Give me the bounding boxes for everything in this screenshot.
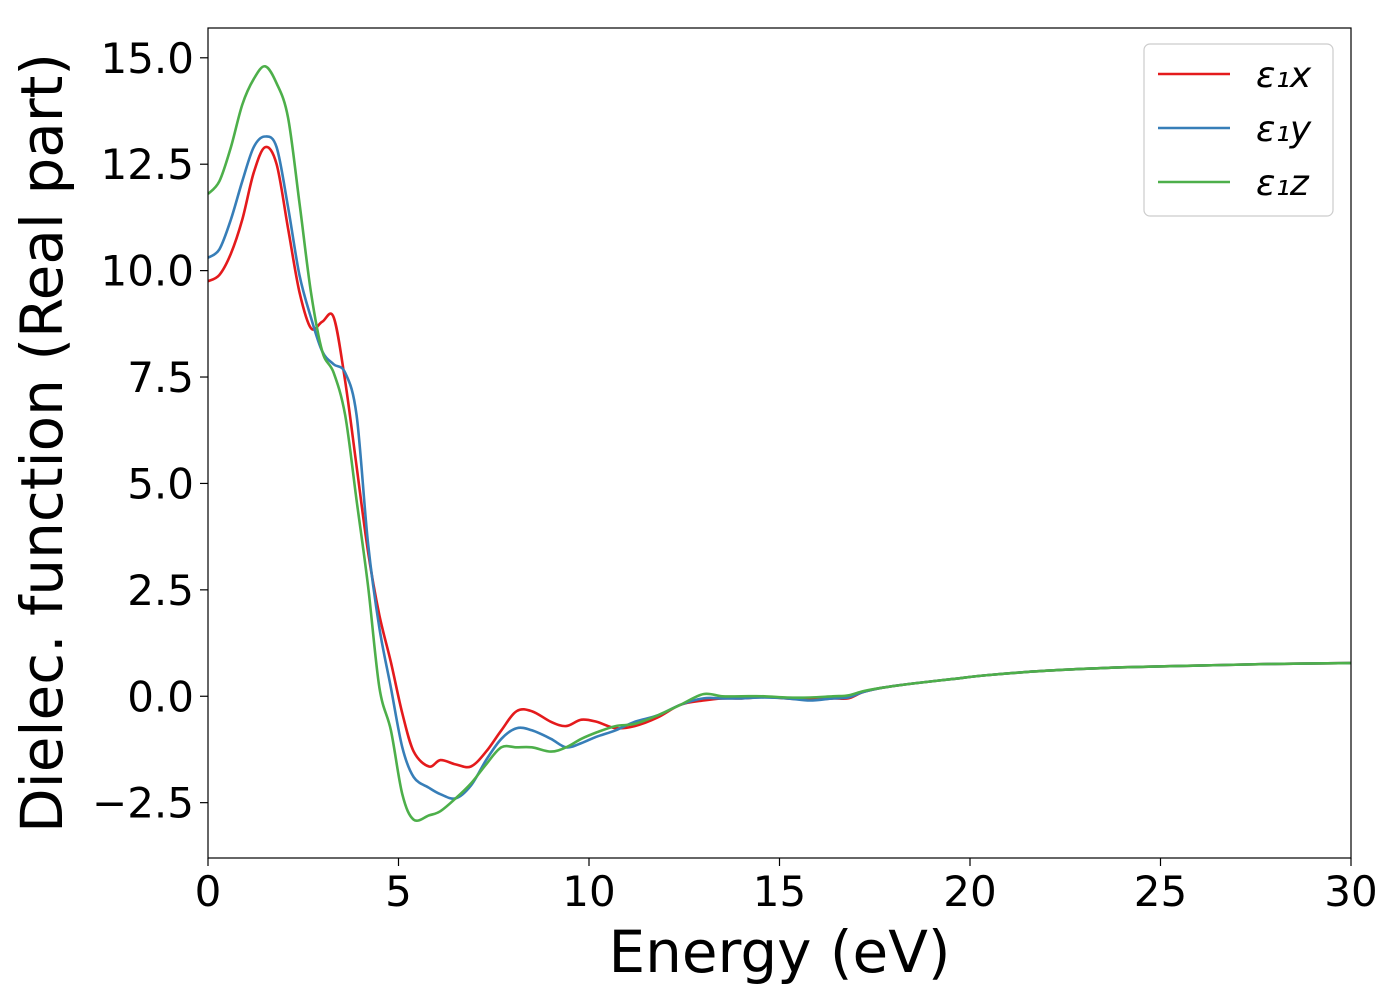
y-tick-label: 2.5 <box>127 566 194 615</box>
y-tick-label: 7.5 <box>127 353 194 402</box>
legend-label: ε₁z <box>1256 163 1310 204</box>
x-tick-label: 5 <box>385 867 412 916</box>
y-tick-label: −2.5 <box>92 779 194 828</box>
x-tick-label: 15 <box>753 867 806 916</box>
legend-label: ε₁y <box>1256 109 1312 150</box>
x-tick-label: 20 <box>943 867 996 916</box>
series-layer <box>208 65 1351 823</box>
x-tick-label: 0 <box>195 867 222 916</box>
y-tick-label: 10.0 <box>100 247 194 296</box>
x-axis-label: Energy (eV) <box>608 918 950 986</box>
y-axis: −2.5 0.0 2.5 5.0 7.5 10.0 12.5 15.0 <box>92 34 208 828</box>
series-line-1 <box>208 135 1351 800</box>
legend-box <box>1143 43 1334 217</box>
x-tick-label: 10 <box>562 867 615 916</box>
x-tick-label: 25 <box>1134 867 1187 916</box>
legend: ε₁x ε₁y ε₁z <box>1143 43 1334 217</box>
y-tick-label: 5.0 <box>127 459 194 508</box>
y-tick-label: 15.0 <box>100 34 194 83</box>
y-tick-label: 0.0 <box>127 672 194 721</box>
legend-label: ε₁x <box>1256 55 1312 96</box>
x-tick-label: 30 <box>1324 867 1377 916</box>
series-line-0 <box>208 145 1351 769</box>
series-line-2 <box>208 65 1351 823</box>
y-axis-label: Dielec. function (Real part) <box>8 53 76 833</box>
y-tick-label: 12.5 <box>100 140 194 189</box>
x-axis: 0 5 10 15 20 25 30 <box>195 858 1378 916</box>
